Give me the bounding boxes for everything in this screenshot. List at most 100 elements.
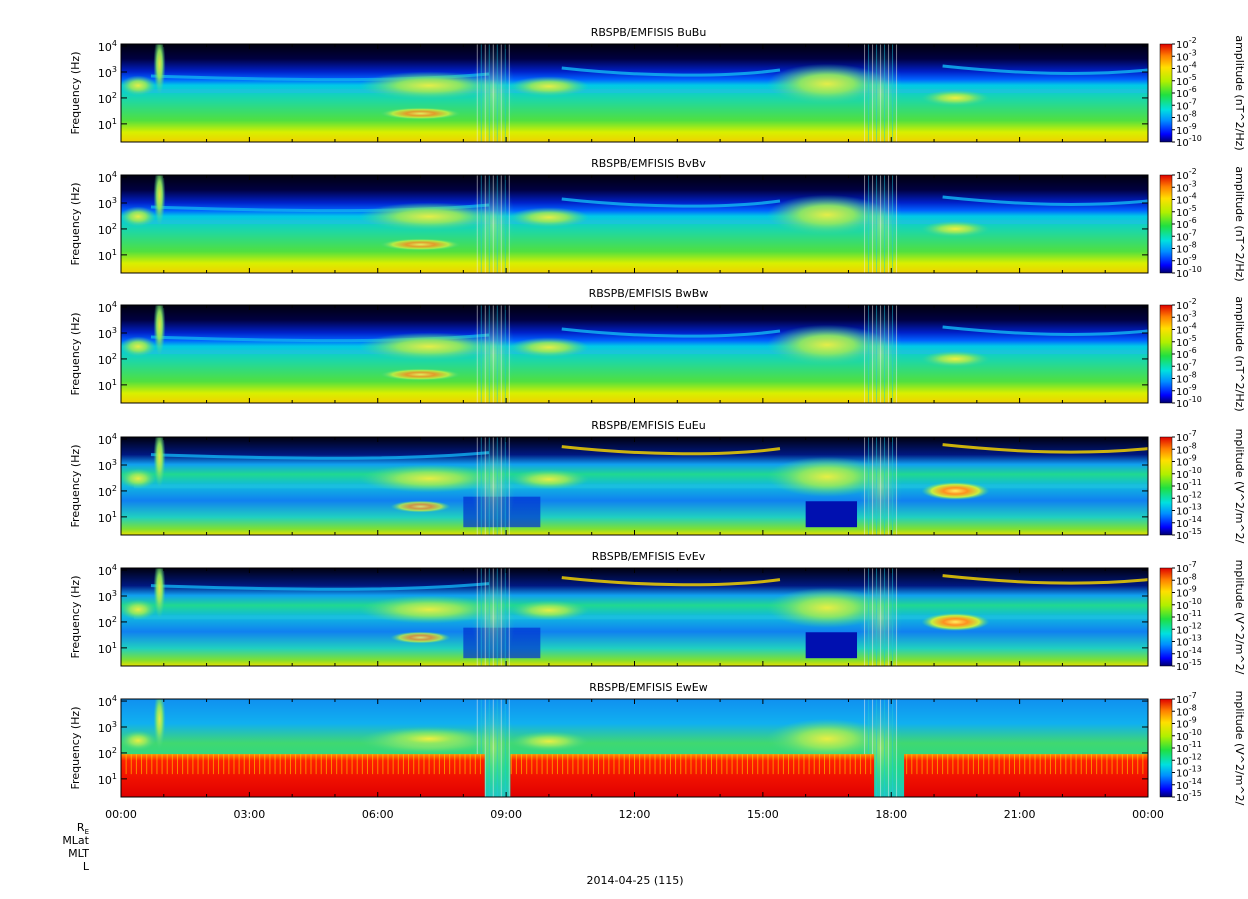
y-tick-label: 104 [98,300,117,315]
colorbar-tick-label: 10-3 [1176,309,1197,324]
time-tick-label: 15:00 [747,808,779,821]
colorbar-tick-label: 10-14 [1176,515,1202,530]
y-tick-label: 103 [98,589,117,604]
time-axis: 00:00 03:00 06:00 09:00 12:00 15:00 18:00 21:00… [62,808,1164,887]
y-axis-label: Frequency (Hz) [69,707,82,790]
colorbar-tick-label: 10-9 [1176,122,1197,137]
spectrogram-panel: RBSPB/EMFISIS BuBu Frequency (Hz) 101 102 10… [69,26,1246,151]
y-tick-label: 101 [98,248,117,263]
colorbar-tick-label: 10-8 [1176,703,1197,718]
colorbar-tick-label: 10-14 [1176,646,1202,661]
colorbar-tick-label: 10-6 [1176,346,1197,361]
ephemeris-label: MLat [62,834,89,847]
colorbar-tick-label: 10-3 [1176,48,1197,63]
colorbar-tick-label: 10-8 [1176,241,1197,256]
colorbar-tick-label: 10-5 [1176,73,1197,88]
colorbar-tick-label: 10-4 [1176,61,1197,76]
time-tick-label: 00:00 [105,808,137,821]
ephemeris-label: L [83,860,90,873]
time-tick-label: 18:00 [875,808,907,821]
colorbar-tick-label: 10-10 [1176,597,1202,612]
spectrogram-image [121,437,1148,535]
colorbar-tick-label: 10-12 [1176,490,1202,505]
colorbar-tick-label: 10-7 [1176,97,1197,112]
y-tick-label: 102 [98,615,117,630]
colorbar-tick-label: 10-8 [1176,441,1197,456]
colorbar-tick-label: 10-9 [1176,585,1197,600]
time-tick-label: 06:00 [362,808,394,821]
colorbar-tick-label: 10-9 [1176,454,1197,469]
panel-title: RBSPB/EMFISIS EvEv [592,550,706,563]
colorbar-tick-label: 10-10 [1176,395,1202,410]
colorbar-tick-label: 10-3 [1176,179,1197,194]
panel-title: RBSPB/EMFISIS BvBv [591,157,706,170]
colorbar-tick-label: 10-7 [1176,560,1197,575]
time-tick-label: 09:00 [490,808,522,821]
spectrogram-panel: RBSPB/EMFISIS EuEu Frequency (Hz) 101 102 10… [69,419,1246,544]
colorbar-tick-label: 10-8 [1176,572,1197,587]
panel-title: RBSPB/EMFISIS EwEw [589,681,707,694]
colorbar-tick-label: 10-7 [1176,429,1197,444]
colorbar-tick-label: 10-2 [1176,36,1197,51]
colorbar-label: mplitude (V^2/m^2/ [1233,429,1246,544]
colorbar-tick-label: 10-15 [1176,527,1202,542]
time-tick-label: 12:00 [619,808,651,821]
colorbar-label: mplitude (V^2/m^2/ [1233,560,1246,675]
y-tick-label: 101 [98,117,117,132]
panel-title: RBSPB/EMFISIS BwBw [589,287,709,300]
colorbar-tick-label: 10-15 [1176,789,1202,804]
colorbar-tick-label: 10-15 [1176,658,1202,673]
colorbar-tick-label: 10-13 [1176,765,1202,780]
colorbar-tick-label: 10-9 [1176,716,1197,731]
y-tick-label: 101 [98,641,117,656]
y-axis-label: Frequency (Hz) [69,313,82,396]
colorbar-tick-label: 10-7 [1176,358,1197,373]
spectrogram-image [121,44,1148,142]
spectrogram-image [121,305,1148,403]
spectrogram-panel: RBSPB/EMFISIS EvEv Frequency (Hz) 101 102 10… [69,550,1246,675]
y-tick-label: 102 [98,222,117,237]
panel-title: RBSPB/EMFISIS EuEu [591,419,705,432]
y-tick-label: 104 [98,39,117,54]
colorbar [1159,43,1173,143]
y-tick-label: 103 [98,720,117,735]
colorbar-tick-label: 10-7 [1176,228,1197,243]
colorbar [1159,567,1173,667]
spectrogram-image [121,175,1148,273]
y-tick-label: 103 [98,65,117,80]
y-tick-label: 103 [98,458,117,473]
colorbar-tick-label: 10-2 [1176,167,1197,182]
y-tick-label: 104 [98,170,117,185]
time-tick-label: 21:00 [1004,808,1036,821]
y-tick-label: 103 [98,326,117,341]
colorbar-tick-label: 10-12 [1176,621,1202,636]
colorbar-tick-label: 10-5 [1176,334,1197,349]
colorbar-label: amplitude (nT^2/Hz) [1233,296,1246,411]
y-tick-label: 104 [98,694,117,709]
colorbar-tick-label: 10-9 [1176,253,1197,268]
colorbar-tick-label: 10-2 [1176,297,1197,312]
y-tick-label: 102 [98,91,117,106]
y-axis-label: Frequency (Hz) [69,576,82,659]
colorbar-tick-label: 10-4 [1176,322,1197,337]
colorbar-label: amplitude (nT^2/Hz) [1233,35,1246,150]
panel-title: RBSPB/EMFISIS BuBu [591,26,707,39]
colorbar [1159,436,1173,536]
y-axis-label: Frequency (Hz) [69,183,82,266]
colorbar-tick-label: 10-10 [1176,134,1202,149]
spectrogram-panel: RBSPB/EMFISIS BvBv Frequency (Hz) 101 102 10… [69,157,1246,282]
colorbar-tick-label: 10-10 [1176,265,1202,280]
colorbar-tick-label: 10-13 [1176,634,1202,649]
spectrogram-image [121,699,1148,797]
y-tick-label: 104 [98,563,117,578]
colorbar-tick-label: 10-6 [1176,216,1197,231]
colorbar-tick-label: 10-10 [1176,728,1202,743]
colorbar-tick-label: 10-11 [1176,478,1202,493]
y-axis-label: Frequency (Hz) [69,445,82,528]
colorbar-label: amplitude (nT^2/Hz) [1233,166,1246,281]
colorbar-label: mplitude (V^2/m^2/ [1233,691,1246,806]
y-tick-label: 102 [98,352,117,367]
colorbar-tick-label: 10-8 [1176,110,1197,125]
colorbar [1159,174,1173,274]
